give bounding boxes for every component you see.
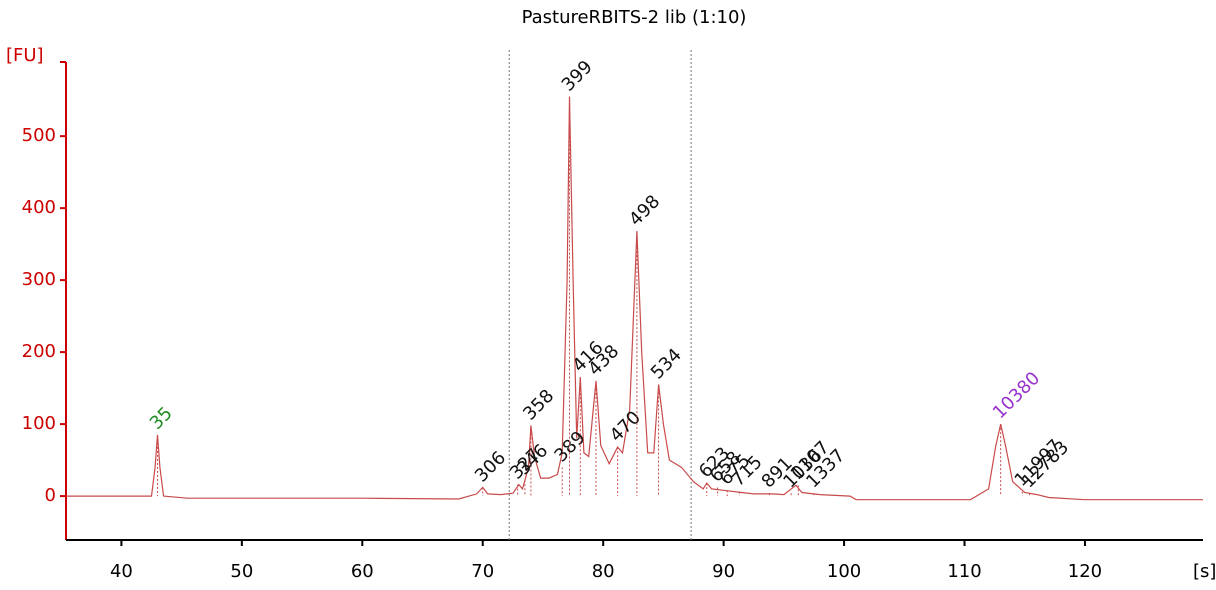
peak-label: 470 (606, 407, 645, 446)
peak-label: 35 (146, 403, 177, 434)
x-axis-label: [s] (1193, 561, 1216, 582)
peak-label: 498 (625, 191, 664, 230)
x-tick-label: 50 (230, 561, 253, 582)
y-tick-label: 200 (22, 341, 56, 362)
x-tick-label: 60 (351, 561, 374, 582)
y-tick-label: 500 (22, 125, 56, 146)
peak-label: 358 (519, 385, 558, 424)
x-tick-label: 110 (947, 561, 981, 582)
x-tick-label: 80 (592, 561, 615, 582)
y-tick-label: 100 (22, 413, 56, 434)
trace (67, 96, 1203, 501)
peak-label: 399 (558, 56, 597, 95)
peak-label: 306 (471, 447, 510, 486)
y-tick-label: 300 (22, 269, 56, 290)
y-tick-label: 400 (22, 197, 56, 218)
x-tick-label: 40 (110, 561, 133, 582)
peak-label: 389 (550, 427, 589, 466)
x-tick-label: 90 (712, 561, 735, 582)
y-tick-label: 0 (45, 485, 56, 506)
peak-label: 534 (647, 344, 686, 383)
peak-label: 10380 (989, 368, 1044, 423)
x-tick-label: 70 (471, 561, 494, 582)
x-tick-label: 120 (1068, 561, 1102, 582)
x-tick-label: 100 (827, 561, 861, 582)
chart-title: PastureRBITS-2 lib (1:10) (522, 7, 747, 28)
y-axis-label: [FU] (6, 45, 44, 66)
